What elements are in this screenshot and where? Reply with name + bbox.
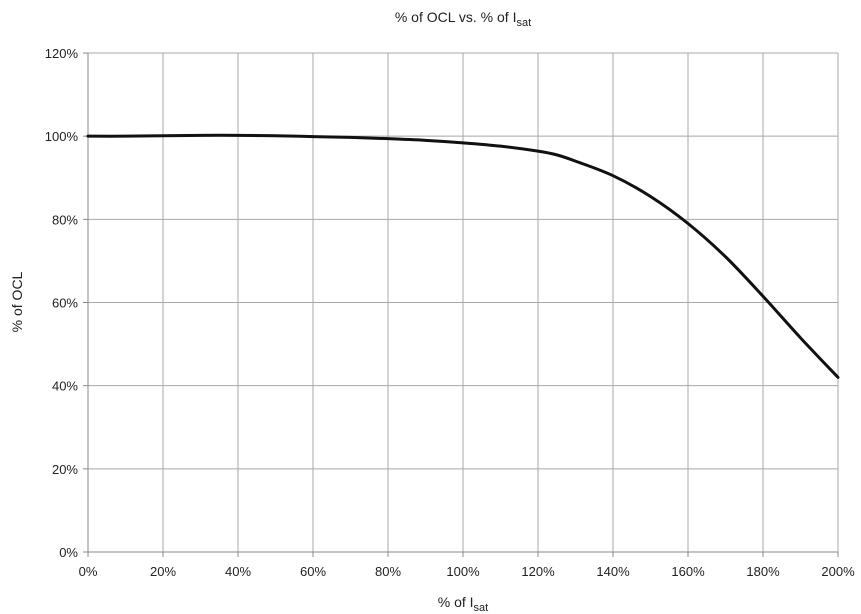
x-axis-ticks: 0% 20% 40% 60% 80% 100% 120% 140% 160% 180% 200% (79, 552, 855, 579)
y-axis-ticks: 0% 20% 40% 60% 80% 100% 120% (45, 46, 88, 560)
y-tick-label: 120% (45, 46, 79, 61)
x-tick-label: 0% (79, 564, 98, 579)
x-tick-label: 60% (300, 564, 326, 579)
y-tick-label: 0% (59, 545, 78, 560)
chart-title: % of OCL vs. % of Isat (395, 9, 531, 29)
x-tick-label: 80% (375, 564, 401, 579)
y-tick-label: 100% (45, 129, 79, 144)
x-tick-label: 40% (225, 564, 251, 579)
x-axis-title: % of Isat (438, 594, 488, 614)
series-line (86, 133, 840, 379)
chart-title-subscript: sat (516, 17, 531, 29)
y-axis-title: % of OCL (9, 271, 25, 332)
gridlines (88, 52, 839, 552)
x-tick-label: 140% (596, 564, 630, 579)
y-tick-label: 80% (52, 212, 78, 227)
y-tick-label: 40% (52, 379, 78, 394)
x-tick-label: 120% (521, 564, 555, 579)
x-tick-label: 160% (671, 564, 705, 579)
y-tick-label: 60% (52, 296, 78, 311)
series-layer (86, 133, 840, 379)
x-tick-label: 20% (150, 564, 176, 579)
y-tick-label: 20% (52, 462, 78, 477)
x-tick-label: 180% (746, 564, 780, 579)
x-tick-label: 200% (821, 564, 855, 579)
x-tick-label: 100% (446, 564, 480, 579)
x-axis-title-subscript: sat (474, 602, 489, 614)
